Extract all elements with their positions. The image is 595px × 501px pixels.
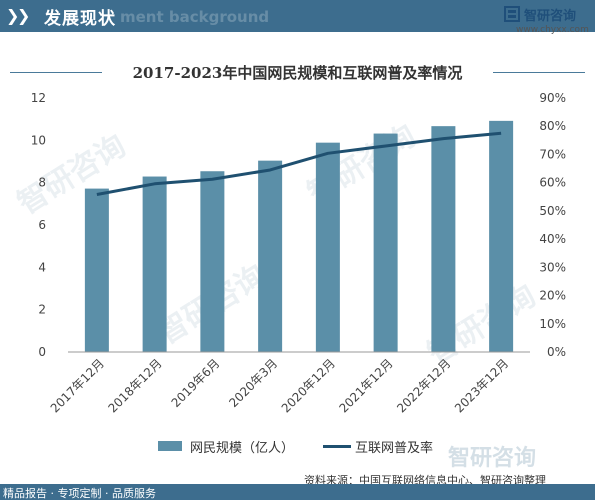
y-right-tick-label: 20% (539, 289, 566, 303)
bar-5 (315, 142, 340, 352)
watermark-bottom: 智研咨询 (448, 446, 537, 471)
y-left-tick-label: 6 (38, 218, 46, 232)
y-right-tick-label: 50% (539, 204, 566, 218)
x-tick-label: 2020年3月 (226, 356, 280, 410)
legend-line-swatch (323, 445, 351, 448)
bar-8 (489, 120, 514, 352)
y-right-tick-label: 70% (539, 147, 566, 161)
logo-icon (504, 6, 520, 22)
y-left-tick-label: 2 (38, 303, 46, 317)
logo-url: www.chyxx.com (516, 25, 589, 35)
footer-bar: 精品报告 · 专项定制 · 品质服务 (0, 484, 595, 500)
legend-line: 互联网普及率 (323, 437, 463, 456)
y-right-tick-label: 40% (539, 232, 566, 246)
logo-name: 智研咨询 (524, 9, 577, 24)
y-right-tick-label: 60% (539, 176, 566, 190)
y-left-tick-label: 8 (38, 176, 46, 190)
chart-title: 2017-2023年中国网民规模和互联网普及率情况 (132, 64, 463, 82)
chevron-right-icon: ❯ (17, 6, 31, 25)
x-tick-label: 2020年12月 (279, 356, 338, 415)
bar-2 (142, 176, 167, 352)
x-tick-label: 2023年12月 (452, 356, 511, 415)
source-note: 资料来源：中国互联网络信息中心、智研咨询整理 (304, 474, 546, 487)
x-tick-label: 2019年6月 (169, 356, 223, 410)
bar-7 (431, 126, 456, 352)
y-right-tick-label: 90% (539, 91, 566, 105)
y-right-tick-label: 30% (539, 260, 566, 274)
header-ghost-text: ment background (120, 8, 270, 26)
bar-1 (84, 188, 109, 352)
legend-line-label: 互联网普及率 (355, 441, 434, 456)
y-right-tick-label: 0% (547, 345, 566, 359)
y-left-tick-label: 0 (38, 345, 46, 359)
legend-bar: 网民规模（亿人） (158, 437, 308, 456)
penetration-line (96, 131, 502, 196)
y-left-tick-label: 10 (31, 133, 46, 147)
x-tick-label: 2021年12月 (336, 356, 395, 415)
brand-logo: 智研咨询 www.chyxx.com (504, 6, 594, 40)
title-rule-right (493, 72, 585, 73)
bar-6 (373, 133, 398, 352)
header-bar: ❯ ❯ 发展现状 ment background (0, 0, 595, 32)
bar-4 (258, 160, 283, 352)
y-left-tick-label: 12 (31, 91, 46, 105)
y-right-tick-label: 80% (539, 119, 566, 133)
y-left-tick-label: 4 (38, 260, 46, 274)
footer-text: 精品报告 · 专项定制 · 品质服务 (3, 487, 156, 500)
legend-bar-label: 网民规模（亿人） (190, 441, 295, 456)
bar-3 (200, 171, 225, 352)
chevron-right-icon: ❯ (6, 6, 20, 25)
x-tick-label: 2017年12月 (48, 356, 107, 415)
section-title: 发展现状 (44, 9, 116, 29)
x-tick-label: 2022年12月 (394, 356, 453, 415)
x-tick-label: 2018年12月 (105, 356, 164, 415)
legend-bar-swatch (158, 441, 182, 451)
y-right-tick-label: 10% (539, 317, 566, 331)
title-rule-left (10, 72, 102, 73)
